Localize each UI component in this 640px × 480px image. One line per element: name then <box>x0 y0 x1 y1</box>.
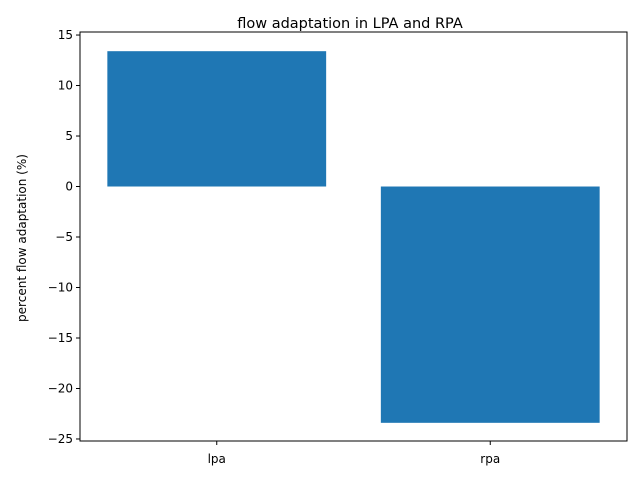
y-tick-label: 15 <box>58 28 73 42</box>
x-tick-label: rpa <box>480 452 500 466</box>
y-tick-label: −25 <box>48 432 73 446</box>
y-tick-label: 0 <box>65 180 73 194</box>
plot-frame <box>79 31 628 442</box>
bar-lpa <box>107 51 327 187</box>
bar-rpa <box>380 186 600 423</box>
y-tick-label: −15 <box>48 331 73 345</box>
y-tick-label: −5 <box>55 230 73 244</box>
y-tick-label: −10 <box>48 280 73 294</box>
y-tick-label: 5 <box>65 129 73 143</box>
x-axis: lpa rpa <box>208 441 500 466</box>
y-axis-label: percent flow adaptation (%) <box>15 154 29 322</box>
y-tick-label: 10 <box>58 79 73 93</box>
y-tick-label: −20 <box>48 381 73 395</box>
bars-group <box>107 51 600 423</box>
chart-title: flow adaptation in LPA and RPA <box>237 16 463 32</box>
y-axis: −25 −20 −15 −10 −5 0 5 10 15 <box>48 28 80 446</box>
x-tick-label: lpa <box>208 452 226 466</box>
